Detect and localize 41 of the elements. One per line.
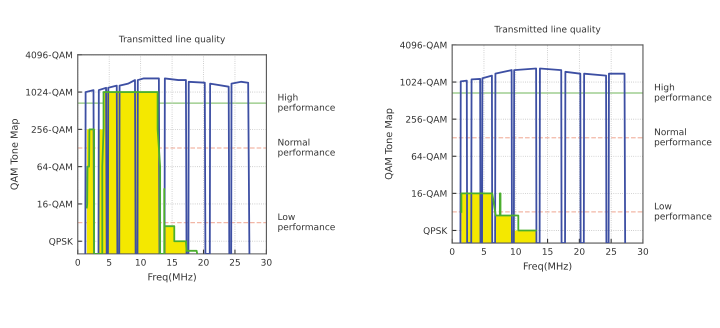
ref-line-label: Low performance [278, 213, 335, 232]
x-tick-label: 30 [261, 258, 272, 266]
ref-line-label: Normal performance [654, 128, 712, 148]
chart-title: Transmitted line quality [494, 26, 601, 34]
y-tick-label: 4096-QAM [26, 52, 72, 60]
y-axis-title: QAM Tone Map [384, 108, 394, 180]
ref-line-label: High performance [654, 84, 712, 102]
line-series [84, 78, 250, 254]
x-tick-label: 0 [75, 258, 80, 266]
x-axis-title: Freq(MHz) [524, 262, 572, 272]
y-tick-label: 16-QAM [412, 190, 446, 198]
x-tick-label: 20 [574, 248, 585, 255]
y-tick-label: QPSK [424, 227, 448, 236]
y-tick-label: 64-QAM [37, 163, 72, 172]
y-tick-label: 64-QAM [412, 152, 446, 161]
y-tick-label: 256-QAM [32, 126, 72, 134]
x-axis-title: Freq(MHz) [148, 273, 196, 282]
x-tick-label: 25 [606, 248, 616, 255]
y-tick-label: 256-QAM [406, 116, 446, 124]
ref-line-label: Normal performance [278, 138, 335, 158]
ref-line-label: Low performance [654, 202, 712, 222]
y-tick-label: QPSK [49, 238, 74, 246]
y-tick-label: 16-QAM [38, 200, 72, 209]
y-axis-title: QAM Tone Map [10, 118, 20, 190]
line-series [460, 68, 626, 244]
line-series [460, 192, 537, 232]
x-tick-label: 5 [482, 248, 486, 255]
x-tick-label: 20 [198, 258, 209, 266]
chart-title: Transmitted line quality [118, 35, 226, 44]
x-tick-label: 30 [638, 248, 648, 255]
x-tick-label: 10 [511, 248, 521, 255]
x-tick-label: 5 [107, 259, 112, 266]
x-tick-label: 15 [167, 259, 178, 266]
ref-line-label: High performance [278, 94, 335, 112]
x-tick-label: 25 [230, 258, 240, 266]
x-tick-label: 15 [542, 248, 553, 255]
y-tick-label: 4096-QAM [400, 42, 446, 50]
x-tick-label: 0 [450, 248, 454, 255]
y-tick-label: 1024-QAM [26, 88, 72, 97]
y-tick-label: 1024-QAM [400, 78, 446, 87]
x-tick-label: 10 [136, 258, 146, 266]
